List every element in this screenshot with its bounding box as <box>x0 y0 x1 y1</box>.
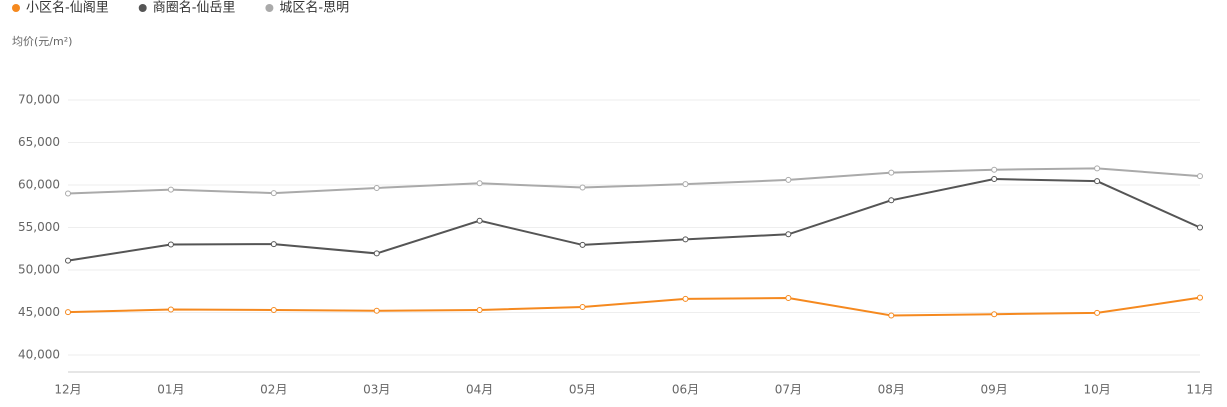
data-point <box>1094 165 1101 172</box>
legend-marker <box>265 4 274 12</box>
data-point <box>991 166 998 173</box>
data-point <box>888 197 895 204</box>
y-tick-label: 55,000 <box>18 220 60 234</box>
data-point <box>579 241 586 248</box>
x-tick-label: 07月 <box>775 383 802 397</box>
x-tick-label: 12月 <box>54 383 81 397</box>
data-point <box>1094 178 1101 185</box>
data-point <box>991 176 998 183</box>
y-tick-label: 50,000 <box>18 263 60 277</box>
data-point <box>579 303 586 310</box>
data-point <box>270 190 277 197</box>
data-point <box>476 180 483 187</box>
data-point <box>785 231 792 238</box>
legend-marker <box>12 4 20 12</box>
y-tick-label: 40,000 <box>18 348 60 362</box>
x-tick-label: 01月 <box>157 383 184 397</box>
x-tick-label: 02月 <box>260 383 287 397</box>
data-point <box>476 306 483 313</box>
data-point <box>476 217 483 224</box>
y-tick-label: 70,000 <box>18 93 60 107</box>
series-line <box>67 296 1201 317</box>
x-tick-label: 04月 <box>466 383 493 397</box>
legend-label: 小区名-仙阁里 <box>26 0 109 16</box>
data-point <box>167 241 174 248</box>
data-point <box>167 186 174 193</box>
data-point <box>373 184 380 191</box>
data-point <box>373 307 380 314</box>
data-point <box>1197 173 1203 180</box>
legend-label: 城区名-思明 <box>279 0 349 16</box>
data-point <box>65 190 71 197</box>
data-point <box>270 241 277 248</box>
y-tick-label: 45,000 <box>18 305 60 319</box>
data-point <box>1197 224 1203 231</box>
y-axis-title: 均价(元/m²) <box>12 35 72 48</box>
y-tick-label: 65,000 <box>18 135 60 149</box>
data-point <box>682 236 689 243</box>
x-tick-label: 03月 <box>363 383 390 397</box>
x-tick-label: 06月 <box>672 383 699 397</box>
data-point <box>785 295 792 302</box>
x-tick-label: 05月 <box>569 383 596 397</box>
data-point <box>1094 309 1101 316</box>
legend-marker <box>138 4 147 12</box>
x-tick-label: 11月 <box>1186 383 1213 397</box>
data-point <box>65 257 71 264</box>
x-tick-label: 09月 <box>981 383 1008 397</box>
data-point <box>888 169 895 176</box>
legend-label: 商圈名-仙岳里 <box>153 0 236 16</box>
data-point <box>682 295 689 302</box>
data-point <box>785 176 792 183</box>
data-point <box>1197 294 1203 301</box>
x-tick-label: 08月 <box>878 383 905 397</box>
y-tick-label: 60,000 <box>18 178 60 192</box>
data-point <box>888 312 895 319</box>
data-point <box>682 181 689 188</box>
data-point <box>167 306 174 313</box>
x-tick-label: 10月 <box>1083 383 1110 397</box>
data-point <box>373 250 380 257</box>
data-point <box>991 311 998 318</box>
data-point <box>579 184 586 191</box>
data-point <box>270 306 277 313</box>
series-line <box>67 178 1201 262</box>
series-line <box>67 167 1201 195</box>
data-point <box>65 309 71 316</box>
